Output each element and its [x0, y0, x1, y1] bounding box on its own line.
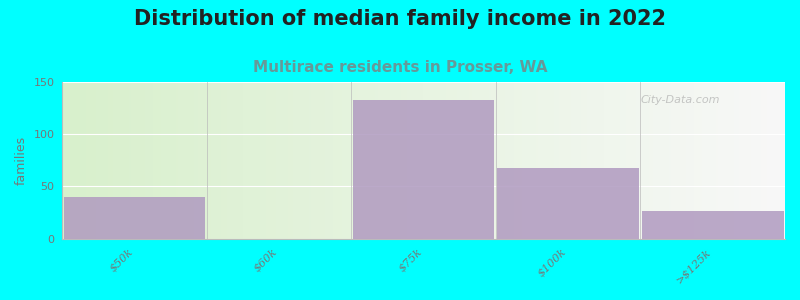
Bar [642, 211, 783, 239]
Bar [353, 100, 494, 239]
Text: City-Data.com: City-Data.com [641, 94, 720, 104]
Text: Distribution of median family income in 2022: Distribution of median family income in … [134, 9, 666, 29]
Text: Multirace residents in Prosser, WA: Multirace residents in Prosser, WA [253, 60, 547, 75]
Bar [64, 197, 206, 239]
Bar [498, 168, 639, 239]
Y-axis label: families: families [15, 136, 28, 185]
